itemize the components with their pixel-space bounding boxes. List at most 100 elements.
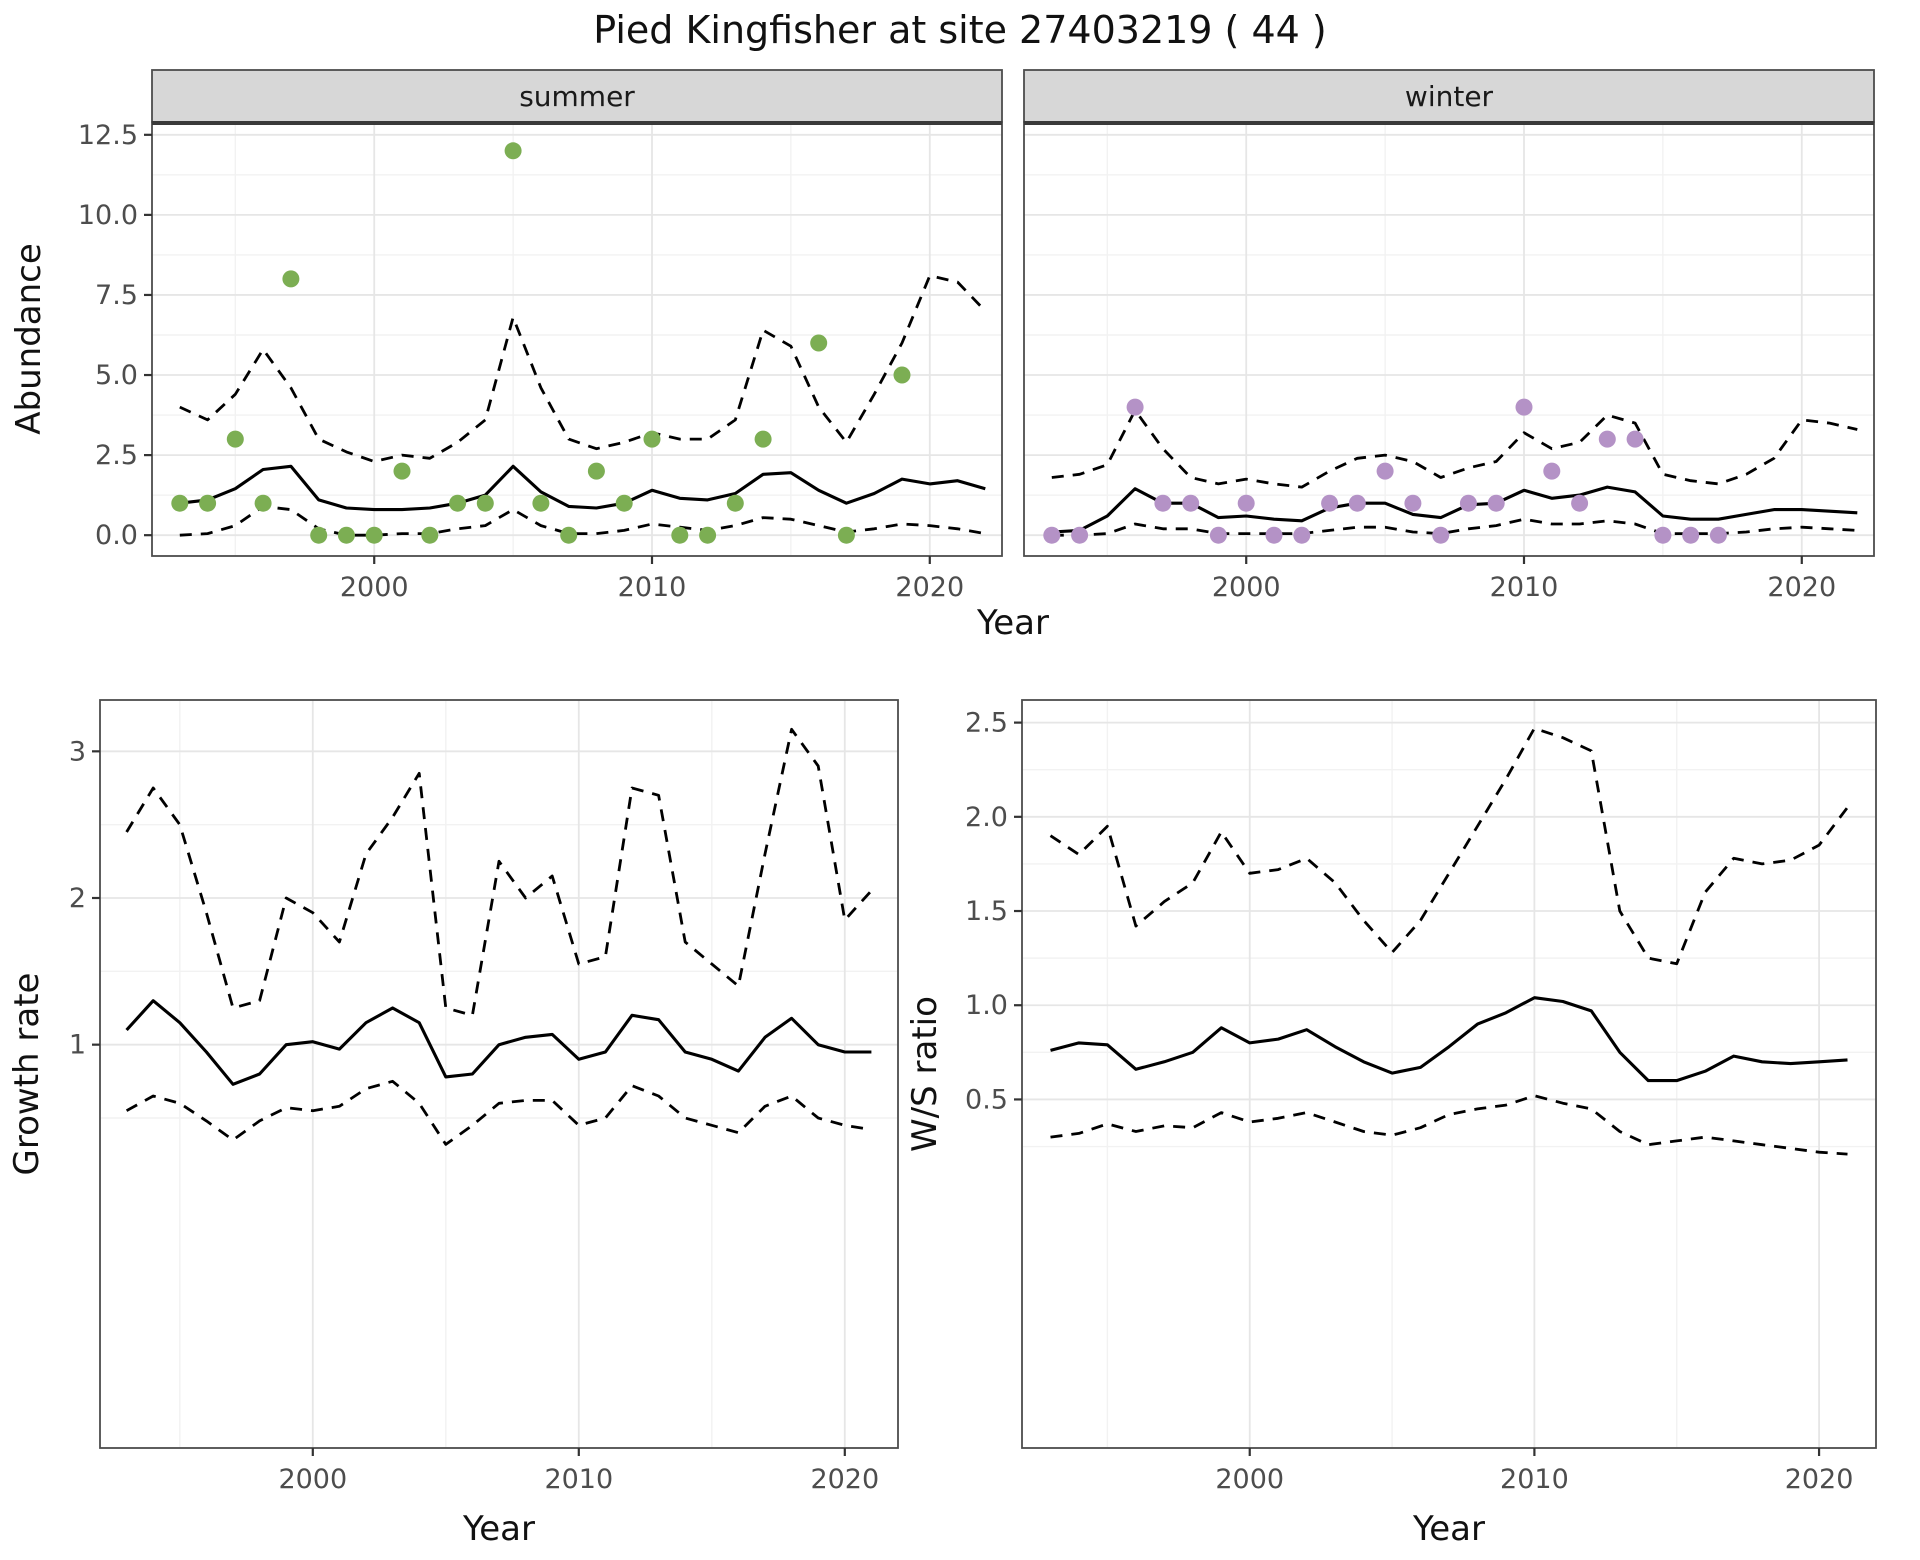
winter-observation-point [1071,526,1089,544]
winter-observation-point [1265,526,1283,544]
ws_ratio-x-axis-title: Year [1412,1509,1485,1549]
top-year-axis-title: Year [976,603,1049,643]
panel-background [1024,122,1874,556]
panel-background [100,700,898,1448]
y-tick-label: 5.0 [95,360,138,391]
growth_rate-upper-ci-line [125,727,873,1017]
winter-observation-point [1543,462,1561,480]
x-tick-label: 2020 [1767,572,1836,603]
winter-observation-point [1237,494,1255,512]
x-tick-label: 2010 [1490,572,1559,603]
facet-summer: summer 2000 2010 2020 0.0 2.5 5.0 7.5 10.0 12.5 [78,69,1003,603]
ws_ratio-y-axis-title: W/S ratio [905,996,945,1152]
summer-observation-point [810,334,828,352]
summer-observation-point [449,494,467,512]
winter-observation-point [1209,526,1227,544]
winter-observation-point [1404,494,1422,512]
summer-observation-point [726,494,744,512]
x-tick-label: 2000 [340,572,409,603]
y-tick-label: 0.5 [965,1084,1008,1115]
summer-observation-point [282,270,300,288]
summer-observation-point [254,494,272,512]
summer-observation-point [560,526,578,544]
summer-observation-point [837,526,855,544]
winter-observation-point [1654,526,1672,544]
winter-observation-point [1348,494,1366,512]
x-tick-label: 2000 [278,1464,347,1495]
y-tick-label: 1.0 [965,990,1008,1021]
winter-observation-point [1432,526,1450,544]
growth_rate-lower-ci-line [125,1079,872,1146]
y-tick-label: 2.0 [965,802,1008,833]
summer-observation-point [393,462,411,480]
summer-observation-point [671,526,689,544]
winter-observation-point [1154,494,1172,512]
summer-observation-point [643,430,661,448]
growth_rate-y-axis-title: Growth rate [7,973,47,1176]
panel-background [1022,700,1876,1448]
x-tick-label: 2020 [810,1464,879,1495]
winter-observation-point [1459,494,1477,512]
x-tick-label: 2010 [544,1464,613,1495]
summer-observation-point [310,526,328,544]
y-tick-label: 0.0 [95,520,138,551]
winter-observation-point [1043,526,1061,544]
y-tick-label: 3 [69,736,86,767]
summer-observation-point [532,494,550,512]
figure-title: Pied Kingfisher at site 27403219 ( 44 ) [593,8,1327,52]
ws_ratio-lower-ci-line [1050,1094,1848,1156]
facet-winter: winter 2000 2010 2020 [1023,69,1875,603]
y-tick-label: 7.5 [95,280,138,311]
summer-observation-point [171,494,189,512]
winter-observation-point [1598,430,1616,448]
summer-observation-point [504,142,522,160]
x-tick-label: 2000 [1215,1464,1284,1495]
summer-observation-point [699,526,717,544]
y-tick-label: 1 [69,1030,86,1061]
ws_ratio-mean-line [1050,996,1848,1083]
x-tick-label: 2020 [895,572,964,603]
summer-observation-point [615,494,633,512]
x-tick-label: 2020 [1785,1464,1854,1495]
y-tick-label: 10.0 [78,200,138,231]
summer-observation-point [199,494,217,512]
panel-border [1021,699,1877,1449]
winter-observation-point [1321,494,1339,512]
facet-strip-label: summer [519,80,635,113]
winter-observation-point [1182,494,1200,512]
y-tick-label: 12.5 [78,120,138,151]
winter-upper-ci-line [1051,408,1858,489]
winter-observation-point [1293,526,1311,544]
summer-observation-point [421,526,439,544]
summer-mean-line [179,464,986,512]
y-tick-label: 2.5 [95,440,138,471]
growth_rate-mean-line [125,999,872,1086]
summer-observation-point [754,430,772,448]
y-tick-label: 1.5 [965,896,1008,927]
winter-observation-point [1626,430,1644,448]
ws_ratio-panel: 2000 2010 2020 0.5 1.0 1.5 2.0 2.5 W/S ratio Year [905,699,1877,1549]
summer-observation-point [587,462,605,480]
winter-observation-point [1571,494,1589,512]
winter-observation-point [1709,526,1727,544]
facet-strip-label: winter [1405,80,1494,113]
summer-upper-ci-line [179,274,987,463]
x-tick-label: 2010 [1500,1464,1569,1495]
winter-observation-point [1126,398,1144,416]
x-tick-label: 2010 [618,572,687,603]
summer-observation-point [337,526,355,544]
facet-strip [1023,69,1875,123]
y-tick-label: 2 [69,883,86,914]
winter-observation-point [1376,462,1394,480]
winter-observation-point [1682,526,1700,544]
summer-observation-point [893,366,911,384]
summer-observation-point [226,430,244,448]
summer-observation-point [365,526,383,544]
panel-border [99,699,899,1449]
growth_rate-panel: 2000 2010 2020 1 2 3 Growth rate Year [7,699,899,1549]
winter-observation-point [1515,398,1533,416]
abundance-axis-title: Abundance [9,243,49,435]
summer-observation-point [476,494,494,512]
